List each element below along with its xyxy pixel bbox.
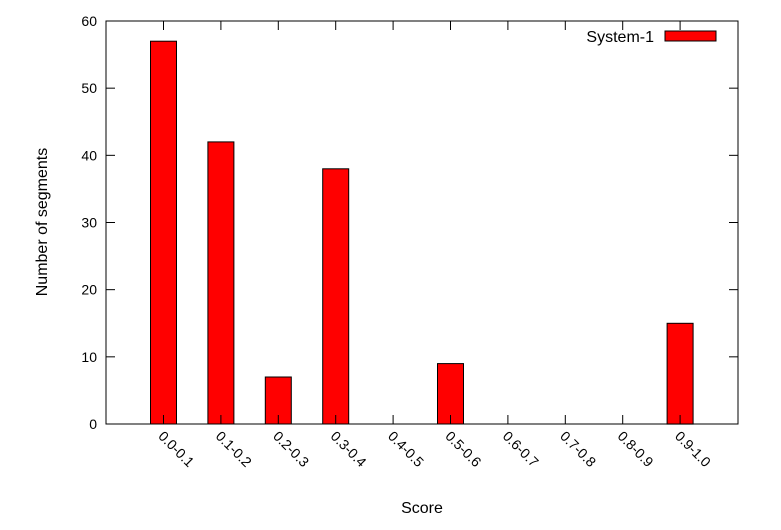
bar-0.1-0.2: [207, 141, 235, 425]
legend: System-1: [586, 29, 717, 46]
y-tick-label: 30: [81, 215, 97, 231]
y-tick-label: 10: [81, 349, 97, 365]
x-tick-label: 0.9-1.0: [672, 428, 714, 470]
x-axis-label: Score: [401, 500, 443, 517]
x-tick-label: 0.0-0.1: [155, 428, 197, 470]
y-tick-label: 20: [81, 282, 97, 298]
y-tick-label: 40: [81, 147, 97, 163]
y-tick-label: 0: [89, 416, 97, 432]
x-tick-label: 0.4-0.5: [385, 428, 427, 470]
y-tick-label: 60: [81, 13, 97, 29]
bar-0.3-0.4: [322, 168, 350, 425]
legend-label: System-1: [586, 29, 654, 46]
x-tick-label: 0.5-0.6: [442, 428, 484, 470]
y-axis-label: Number of segments: [34, 148, 51, 297]
y-tick-label: 50: [81, 80, 97, 96]
plot-frame: [105, 20, 739, 425]
plot-area: 0 10 20 30 40 50 60 0.0-0.1 0.1-0.2 0.2-0.3 0.3-0.…: [81, 13, 739, 470]
bar-0.5-0.6: [437, 363, 464, 425]
x-tick-label: 0.1-0.2: [213, 428, 255, 470]
bar-0.0-0.1: [150, 40, 177, 425]
x-tick-label: 0.8-0.9: [615, 428, 657, 470]
legend-swatch: [664, 30, 717, 42]
x-tick-label: 0.2-0.3: [270, 428, 312, 470]
x-tick-label: 0.3-0.4: [328, 428, 370, 470]
bar-0.9-1.0: [666, 322, 694, 425]
x-tick-label: 0.7-0.8: [557, 428, 599, 470]
x-tick-label: 0.6-0.7: [500, 428, 542, 470]
